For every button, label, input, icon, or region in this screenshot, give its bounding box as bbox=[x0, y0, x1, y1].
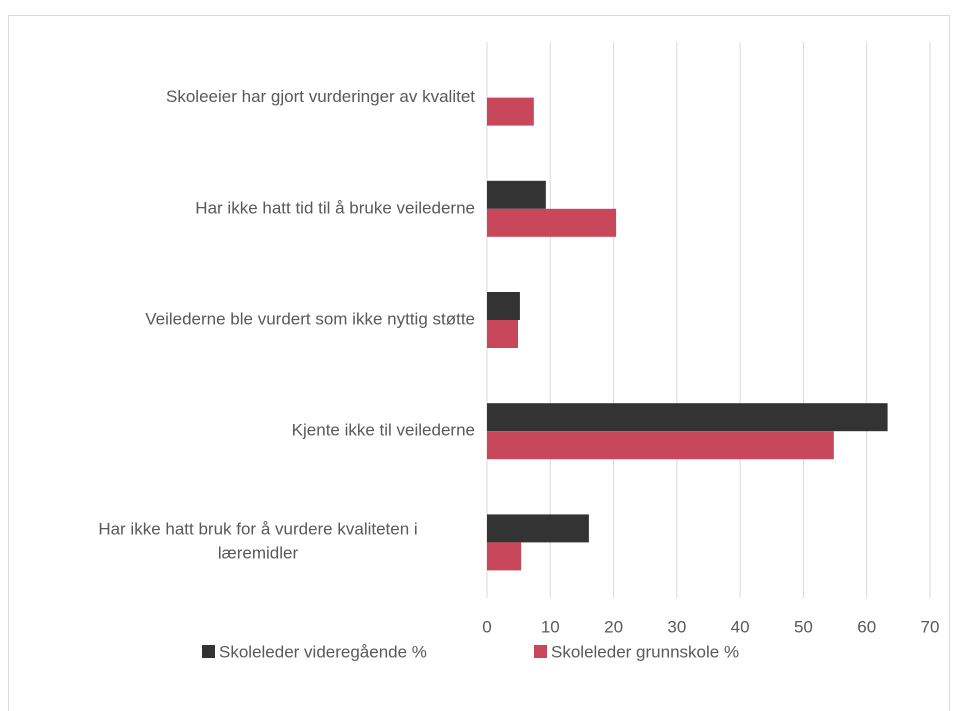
label-line: Har ikke hatt bruk for å vurdere kvalite… bbox=[98, 520, 417, 539]
chart-frame bbox=[8, 15, 950, 711]
x-tick-label: 10 bbox=[541, 617, 560, 636]
legend-swatch bbox=[202, 645, 215, 658]
x-tick-label: 40 bbox=[731, 617, 750, 636]
bar bbox=[487, 403, 888, 432]
bar bbox=[487, 208, 617, 237]
legend-swatch bbox=[534, 645, 547, 658]
x-tick-label: 50 bbox=[794, 617, 813, 636]
y-tick-label: Skoleeier har gjort vurderinger av kvali… bbox=[166, 87, 475, 106]
bar bbox=[487, 180, 546, 209]
bar bbox=[487, 514, 589, 543]
bar bbox=[487, 431, 834, 460]
bar bbox=[487, 292, 520, 320]
x-tick-label: 0 bbox=[482, 617, 491, 636]
legend-label: Skoleleder videregående % bbox=[219, 642, 427, 661]
bar bbox=[487, 97, 534, 126]
bar bbox=[487, 320, 519, 348]
y-tick-label: Har ikke hatt bruk for å vurdere kvalite… bbox=[98, 520, 417, 563]
y-tick-label: Veilederne ble vurdert som ikke nyttig s… bbox=[145, 309, 475, 328]
x-tick-label: 20 bbox=[604, 617, 623, 636]
x-tick-label: 70 bbox=[921, 617, 940, 636]
legend-label: Skoleleder grunnskole % bbox=[551, 642, 739, 661]
bar bbox=[487, 542, 522, 571]
y-tick-label: Kjente ikke til veilederne bbox=[292, 421, 475, 440]
x-tick-label: 60 bbox=[857, 617, 876, 636]
y-tick-label: Har ikke hatt tid til å bruke veilederne bbox=[195, 198, 475, 217]
label-line: læremidler bbox=[218, 544, 299, 563]
x-tick-label: 30 bbox=[667, 617, 686, 636]
